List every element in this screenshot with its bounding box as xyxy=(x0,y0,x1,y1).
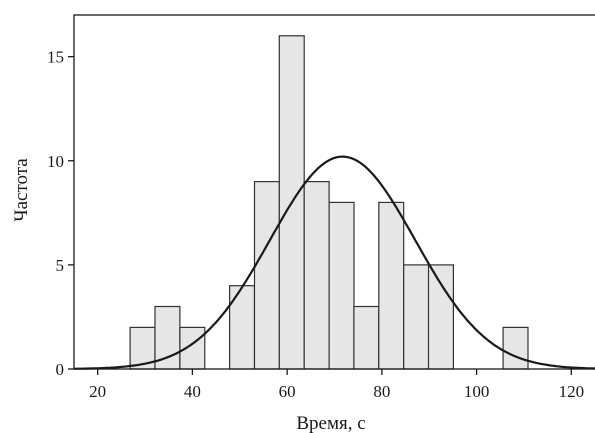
y-axis-label: Частота xyxy=(11,158,32,222)
histogram-bar-7 xyxy=(303,181,330,370)
x-tick-label: 80 xyxy=(373,382,390,401)
histogram-bar-5 xyxy=(253,181,280,370)
histogram-bar-15 xyxy=(502,326,529,370)
plot-frame xyxy=(73,14,595,370)
x-axis-label: Время, с xyxy=(296,413,365,433)
histogram-bar-10 xyxy=(378,201,405,370)
x-tick-label: 40 xyxy=(184,382,201,401)
y-tick-label: 15 xyxy=(47,48,64,67)
x-tick-label: 120 xyxy=(559,382,585,401)
x-tick-label: 60 xyxy=(279,382,296,401)
bars-layer xyxy=(129,35,529,370)
histogram-bar-12 xyxy=(427,264,454,370)
y-tick-label: 0 xyxy=(56,360,65,379)
y-tick-label: 5 xyxy=(56,256,65,275)
normal-curve xyxy=(73,155,595,370)
histogram-bar-8 xyxy=(328,201,355,370)
histogram-bar-9 xyxy=(353,305,380,370)
x-tick-label: 100 xyxy=(464,382,490,401)
x-axis: 20 40 60 80 100 120 xyxy=(89,369,584,401)
y-axis: 0 5 10 15 xyxy=(47,48,74,379)
histogram-bar-11 xyxy=(403,264,430,370)
histogram-bar-4 xyxy=(229,285,256,370)
x-tick-label: 20 xyxy=(89,382,106,401)
y-tick-label: 10 xyxy=(47,152,64,171)
